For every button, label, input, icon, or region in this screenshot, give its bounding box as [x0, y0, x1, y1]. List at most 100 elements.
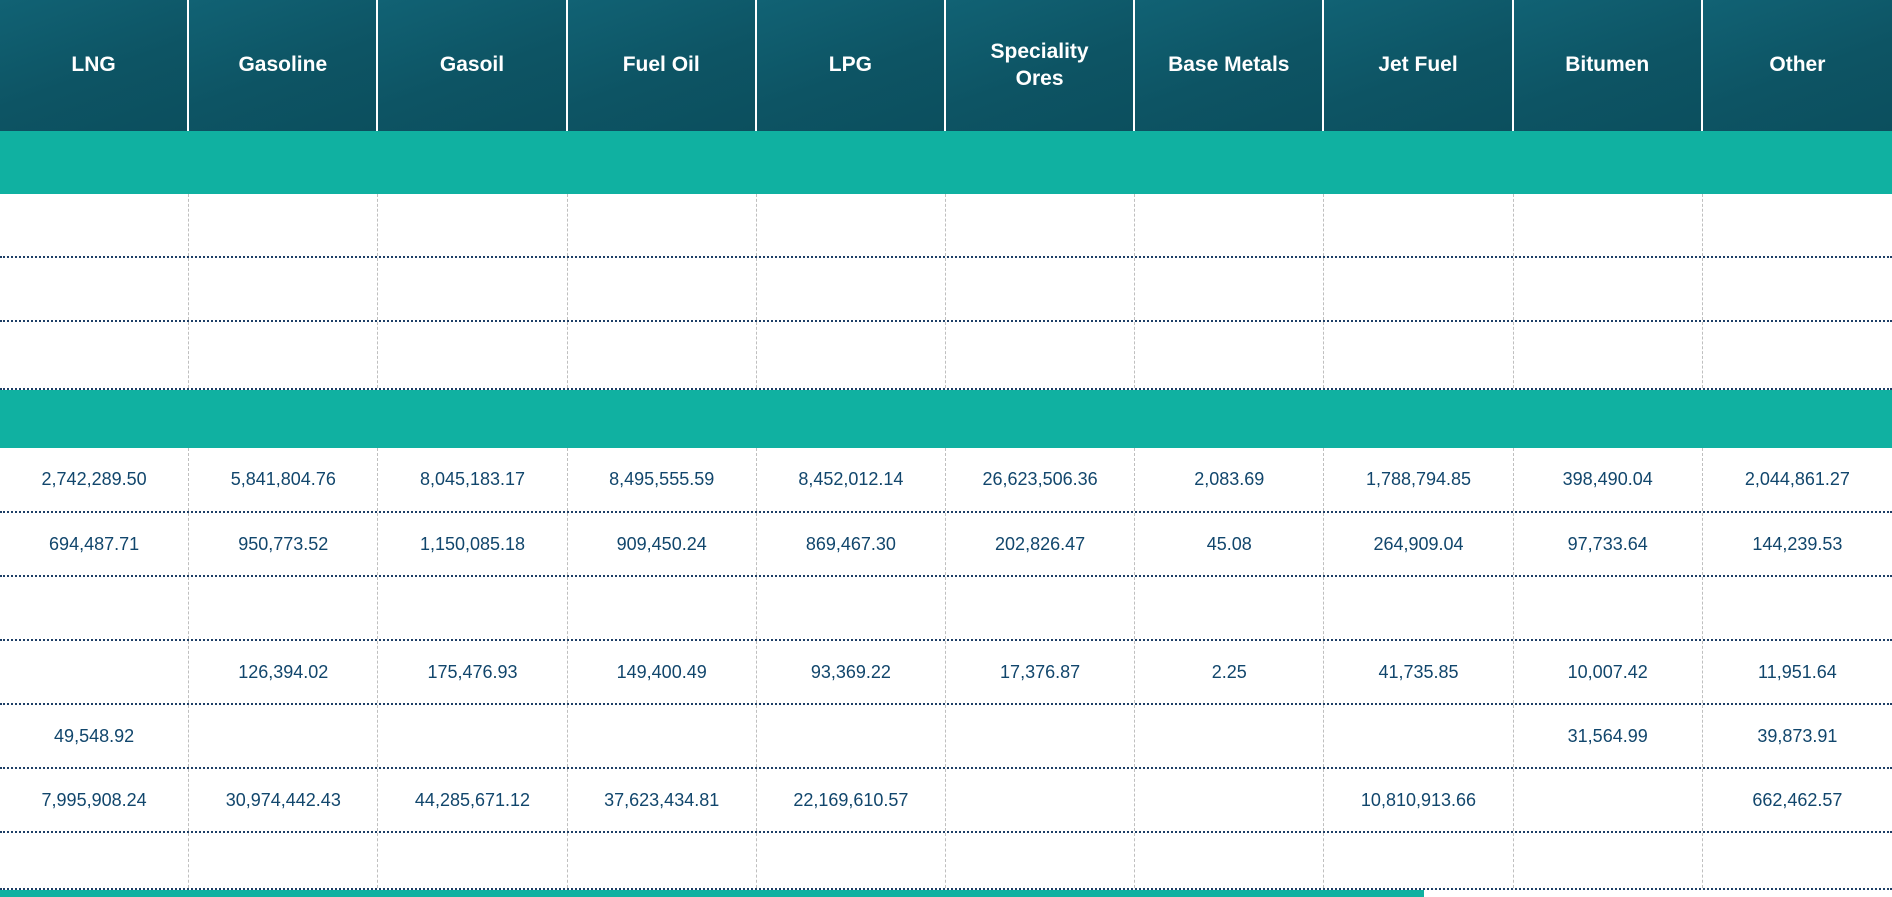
- scrollbar-thumb[interactable]: [0, 890, 1424, 897]
- table-cell: [0, 194, 190, 256]
- table-cell: [1514, 194, 1703, 256]
- table-cell: [1324, 258, 1514, 320]
- table-cell: [1135, 258, 1325, 320]
- table-cell: [1324, 705, 1514, 767]
- table-cell: 41,735.85: [1324, 641, 1514, 703]
- table-cell: 950,773.52: [189, 513, 379, 575]
- table-cell: [378, 833, 568, 888]
- table-cell: 398,490.04: [1514, 448, 1703, 511]
- table-cell: 7,995,908.24: [0, 769, 190, 831]
- column-header-jet-fuel: Jet Fuel: [1324, 0, 1514, 131]
- table-cell: [378, 705, 568, 767]
- table-cell: [757, 833, 946, 888]
- table-cell: [568, 258, 757, 320]
- table-cell: 10,810,913.66: [1324, 769, 1514, 831]
- table-cell: [946, 833, 1136, 888]
- table-cell: [568, 833, 757, 888]
- table-cell: [189, 833, 379, 888]
- table-cell: [1324, 577, 1514, 639]
- table-cell: 5,841,804.76: [189, 448, 379, 511]
- table-cell: [1135, 705, 1325, 767]
- table-cell: [1324, 322, 1514, 388]
- column-header-label: LNG: [71, 53, 116, 77]
- horizontal-scrollbar[interactable]: [0, 890, 1892, 897]
- column-header-bitumen: Bitumen: [1513, 0, 1703, 131]
- table-cell: 126,394.02: [189, 641, 379, 703]
- table-cell: [1324, 194, 1514, 256]
- table-cell: [1135, 322, 1325, 388]
- table-cell: [1135, 769, 1325, 831]
- table-cell: 2.25: [1135, 641, 1325, 703]
- table-cell: [189, 322, 379, 388]
- table-cell: [1514, 769, 1703, 831]
- highlight-band-row: [0, 390, 1892, 448]
- table-cell: [946, 322, 1136, 388]
- table-row: [0, 194, 1892, 258]
- table-cell: 30,974,442.43: [189, 769, 379, 831]
- table-cell: 93,369.22: [757, 641, 946, 703]
- table-cell: 45.08: [1135, 513, 1325, 575]
- table-cell: 175,476.93: [378, 641, 568, 703]
- table-cell: [0, 833, 190, 888]
- table-row: [0, 833, 1892, 890]
- table-cell: [189, 258, 379, 320]
- table-cell: [946, 769, 1136, 831]
- table-cell: 39,873.91: [1757, 725, 1838, 746]
- table-cell: [1514, 577, 1703, 639]
- table-cell: 49,548.92: [0, 705, 190, 767]
- table-cell: 37,623,434.81: [568, 769, 757, 831]
- table-cell: 869,467.30: [757, 513, 946, 575]
- table-cell: [1514, 322, 1703, 388]
- table-cell: 8,495,555.59: [568, 448, 757, 511]
- column-header-label: Other: [1769, 53, 1826, 77]
- table-cell: [1703, 258, 1892, 320]
- table-cell: 2,742,289.50: [0, 448, 190, 511]
- column-header-other: Other: [1702, 0, 1892, 131]
- table-cell: [568, 705, 757, 767]
- table-cell: 10,007.42: [1514, 641, 1703, 703]
- table-cell: [1703, 322, 1892, 388]
- table-row: 694,487.71 950,773.52 1,150,085.18 909,450.…: [0, 513, 1892, 577]
- column-header-label: Speciality Ores: [990, 40, 1089, 90]
- table-cell: [568, 322, 757, 388]
- table-cell: [757, 705, 946, 767]
- column-header-speciality-ores: Speciality Ores: [945, 0, 1136, 131]
- column-header-label: Bitumen: [1565, 53, 1650, 77]
- table-cell: [1135, 833, 1325, 888]
- table-row: [0, 322, 1892, 390]
- table-row: [0, 577, 1892, 641]
- table-body: 2,742,289.50 5,841,804.76 8,045,183.17 8,49…: [0, 131, 1892, 890]
- column-header-label: Gasoil: [439, 53, 505, 77]
- table-cell: [378, 258, 568, 320]
- column-header-gasoline: Gasoline: [189, 0, 379, 131]
- table-row: 2,742,289.50 5,841,804.76 8,045,183.17 8,49…: [0, 448, 1892, 513]
- column-header-lng: LNG: [0, 0, 190, 131]
- table-cell: 8,045,183.17: [378, 448, 568, 511]
- table-cell: [189, 705, 379, 767]
- table-cell: [0, 577, 190, 639]
- table-cell: 1,150,085.18: [378, 513, 568, 575]
- table-cell: [378, 577, 568, 639]
- table-cell: [189, 194, 379, 256]
- table-header-row: LNG Gasoline Gasoil Fuel Oil LPG Special…: [0, 0, 1892, 131]
- table-cell: 1,788,794.85: [1324, 448, 1514, 511]
- table-cell: 11,951.64: [1758, 661, 1837, 682]
- table-cell: [568, 577, 757, 639]
- column-header-fuel-oil: Fuel Oil: [567, 0, 757, 131]
- table-cell: [1703, 833, 1892, 888]
- table-row: 49,548.92 31,564.99 39,873.91: [0, 705, 1892, 769]
- table-cell: 202,826.47: [946, 513, 1136, 575]
- column-header-lpg: LPG: [756, 0, 946, 131]
- table-cell: [1703, 194, 1892, 256]
- table-cell: [946, 258, 1136, 320]
- table-cell: [946, 577, 1136, 639]
- table-cell: [1514, 833, 1703, 888]
- table-cell: 2,044,861.27: [1744, 469, 1850, 489]
- table-cell: [0, 322, 190, 388]
- column-header-label: Base Metals: [1168, 53, 1290, 77]
- table-cell: [757, 194, 946, 256]
- table-cell: [1135, 577, 1325, 639]
- table-cell: 97,733.64: [1514, 513, 1703, 575]
- column-header-label: LPG: [828, 53, 872, 77]
